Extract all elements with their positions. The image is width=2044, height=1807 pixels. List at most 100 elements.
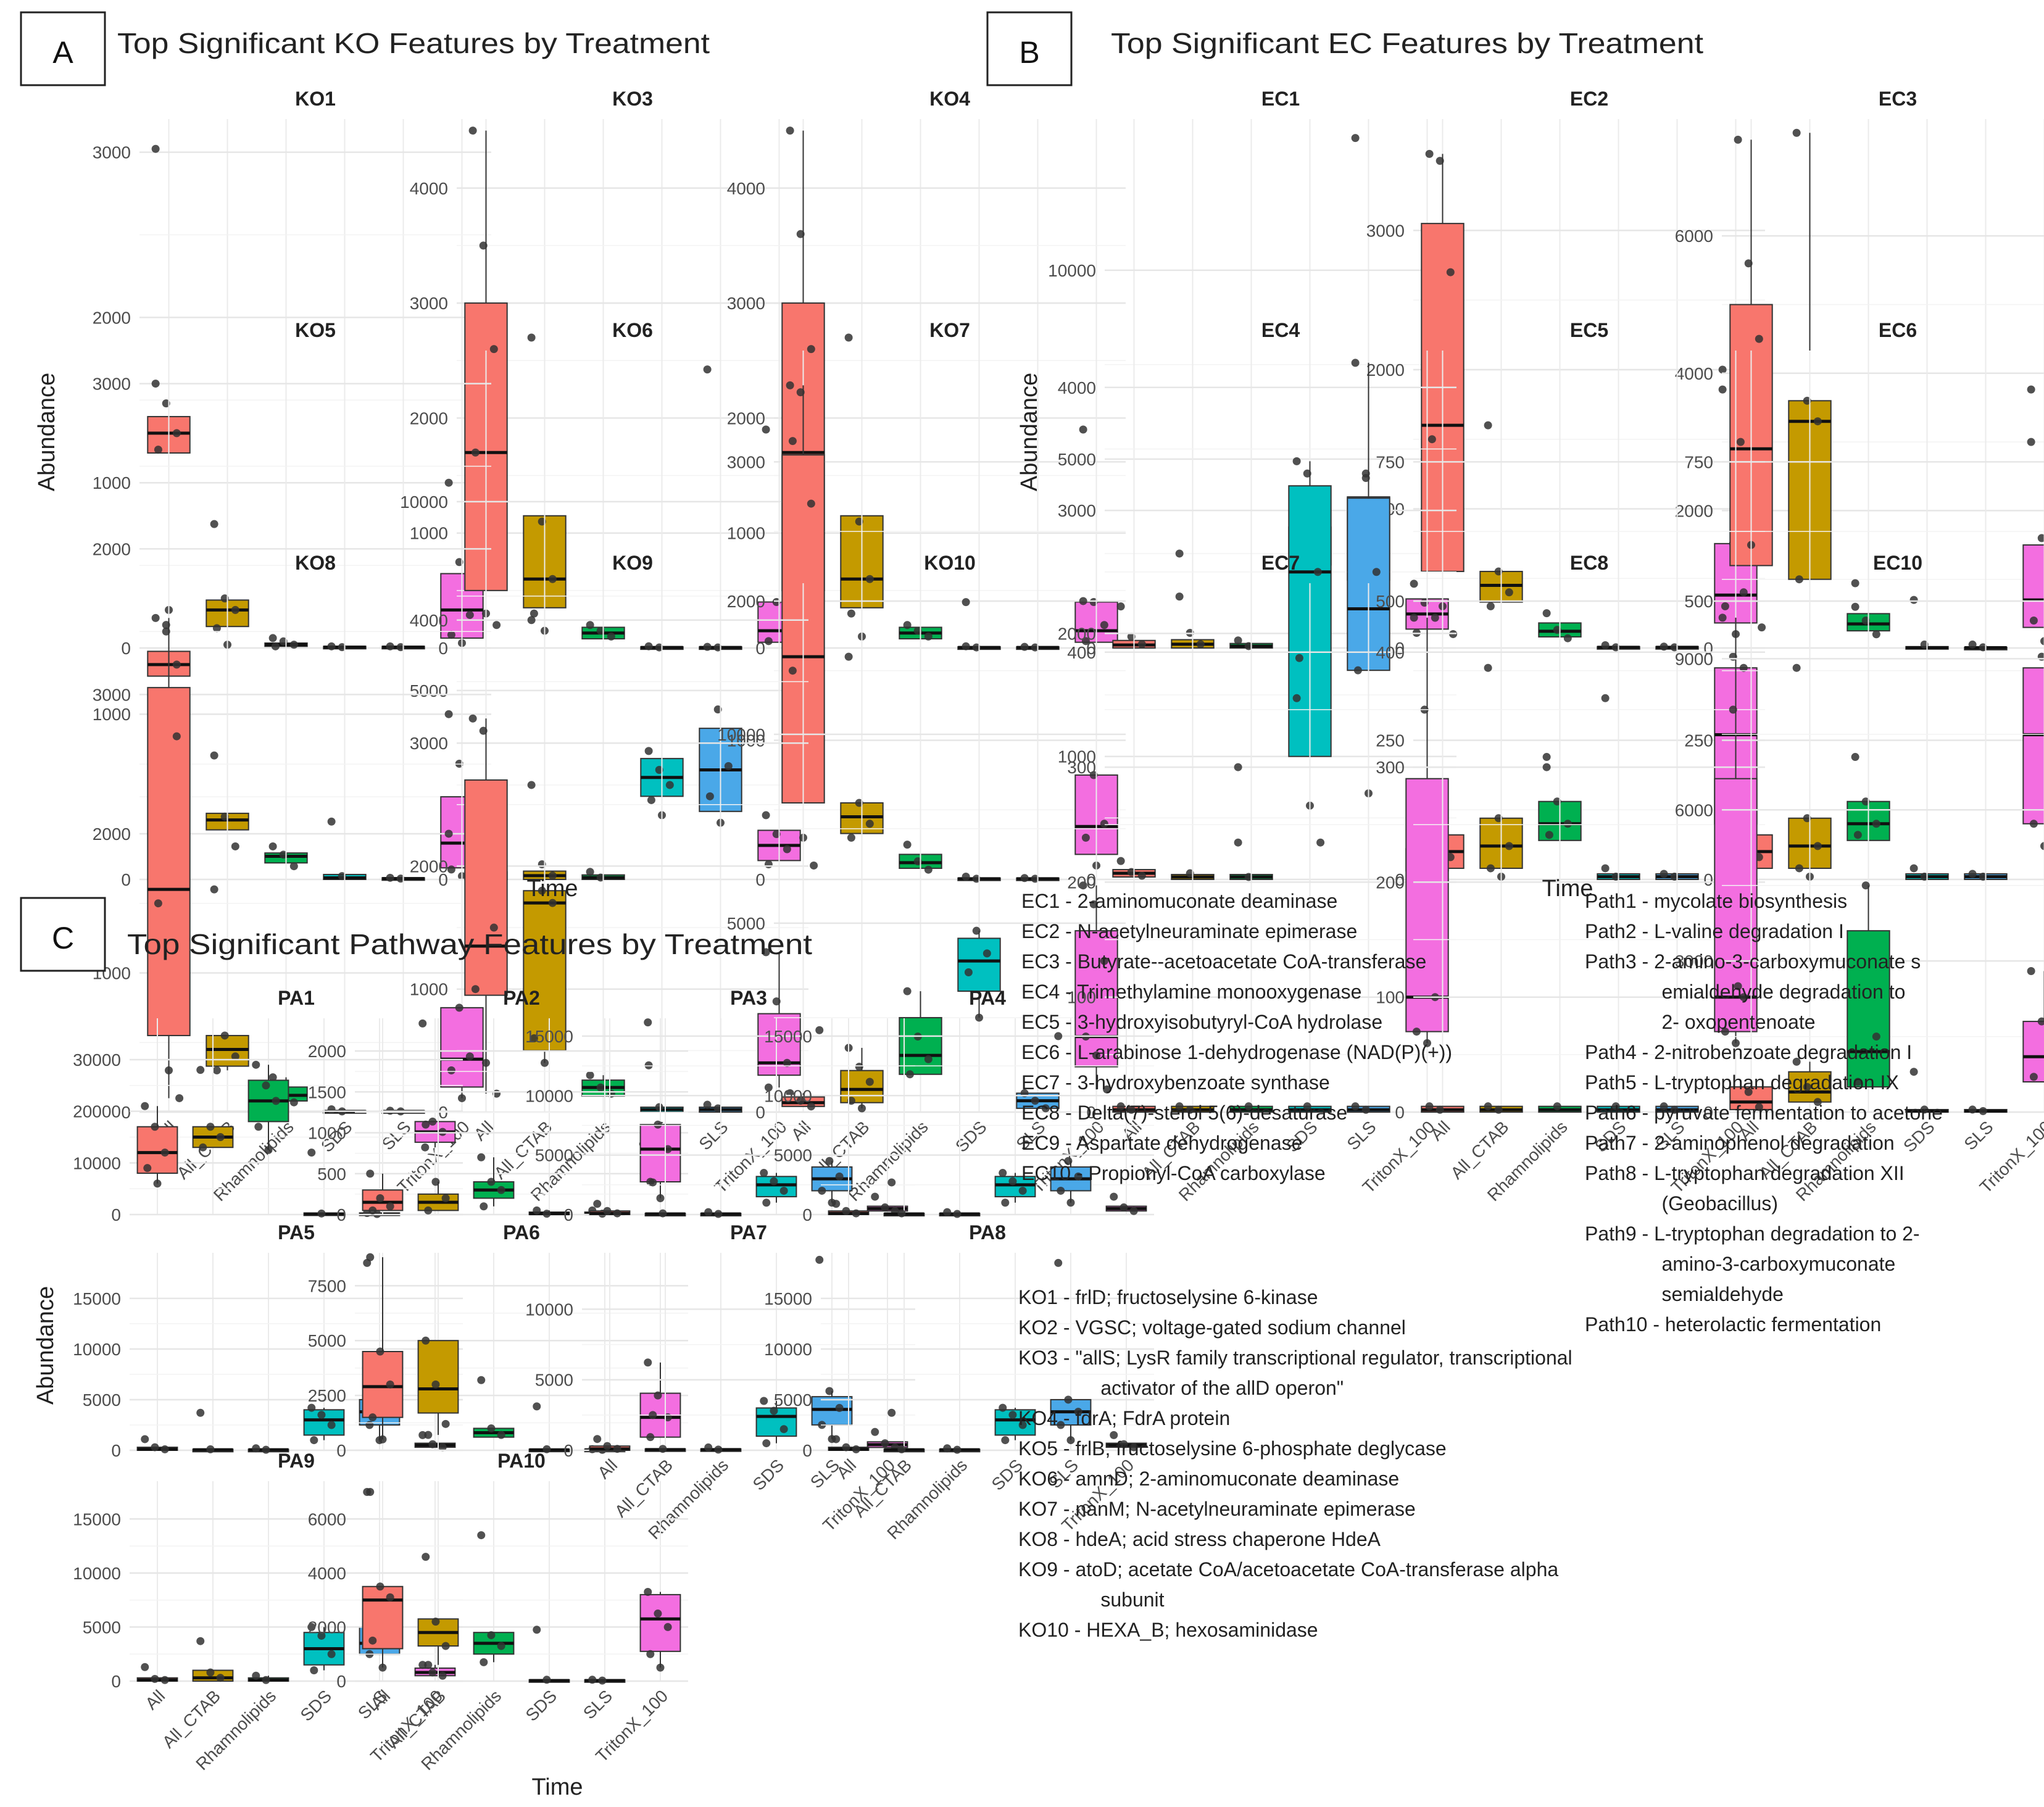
facet-title: PA8 <box>969 1221 1006 1244</box>
data-point <box>887 1178 896 1187</box>
data-point <box>378 1663 387 1672</box>
data-point <box>471 985 480 994</box>
y-tick-label: 400 <box>1376 643 1405 662</box>
data-point <box>779 1186 788 1195</box>
data-point <box>338 872 346 881</box>
x-tick-label: SLS <box>1960 1117 1996 1153</box>
y-tick-label: 2000 <box>727 592 765 611</box>
path-legend-item: Path2 - L-valine degradation I <box>1585 920 1844 942</box>
panel-box-C <box>20 897 106 972</box>
box-All_CTAB <box>417 1340 459 1414</box>
data-point <box>482 1058 490 1067</box>
data-point <box>649 1178 657 1187</box>
ko-legend-item: KO1 - frlD; fructoselysine 6-kinase <box>1018 1286 1318 1308</box>
facet-title: EC5 <box>1570 319 1608 341</box>
data-point <box>548 899 557 907</box>
data-point <box>760 1169 768 1178</box>
y-tick-label: 1000 <box>93 705 131 724</box>
facet-title: KO9 <box>612 552 653 574</box>
data-point <box>1744 259 1753 268</box>
data-point <box>1729 705 1737 714</box>
data-point <box>143 1164 152 1173</box>
y-tick-label: 10000 <box>525 1086 573 1105</box>
data-point <box>1739 588 1748 597</box>
data-point <box>327 1105 336 1113</box>
data-point <box>1670 872 1679 881</box>
data-point <box>386 1380 394 1389</box>
y-tick-label: 6000 <box>1675 800 1713 820</box>
facet-title: EC4 <box>1261 319 1300 341</box>
data-point <box>962 642 970 650</box>
ko-legend-item: KO3 - "allS; LysR family transcriptional… <box>1018 1347 1572 1369</box>
data-point <box>865 820 874 828</box>
data-point <box>421 1143 430 1152</box>
y-tick-label: 750 <box>1684 452 1713 471</box>
data-point <box>1670 1105 1679 1114</box>
data-point <box>1755 1103 1763 1111</box>
data-point <box>770 1177 778 1186</box>
data-point <box>196 1408 205 1417</box>
y-axis-label: Abundance <box>33 1286 59 1405</box>
data-point <box>1909 596 1918 604</box>
ec-legend: EC1 - 2-aminomuconate deaminase EC2 - N-a… <box>1021 886 1452 1189</box>
y-tick-label: 0 <box>802 1441 812 1460</box>
data-point <box>972 874 981 883</box>
data-point <box>477 1376 486 1384</box>
x-tick-label: SDS <box>952 1117 991 1156</box>
y-tick-label: 300 <box>1376 758 1405 777</box>
data-point <box>386 1202 394 1211</box>
data-point <box>825 1387 834 1395</box>
data-point <box>210 520 218 528</box>
y-tick-label: 4000 <box>1058 378 1096 397</box>
path-legend-item: Path9 - L-tryptophan degradation to 2- <box>1585 1223 1920 1245</box>
data-point <box>1041 1104 1050 1113</box>
data-point <box>1110 1192 1118 1201</box>
data-point <box>530 1034 538 1042</box>
data-point <box>847 1097 855 1105</box>
data-point <box>1494 1105 1503 1114</box>
ko-legend-item: KO8 - hdeA; acid stress chaperone HdeA <box>1018 1528 1381 1550</box>
box-TritonX_100 <box>639 1124 681 1182</box>
data-point <box>210 885 218 894</box>
data-point <box>422 1120 430 1129</box>
chart-ko8: 0100020003000KO8AllAll_CTABRhamnolipidsS… <box>93 552 491 1205</box>
data-point <box>1484 421 1492 430</box>
panel-title-C: Top Significant Pathway Features by Trea… <box>127 928 812 960</box>
data-point <box>810 861 818 870</box>
data-point <box>1127 1105 1136 1114</box>
y-tick-label: 15000 <box>764 1027 812 1046</box>
data-point <box>999 1169 1007 1178</box>
data-point <box>852 1445 860 1453</box>
path-legend-item: Path5 - L-tryptophan degradation IX <box>1585 1071 1899 1094</box>
y-tick-label: 2000 <box>410 409 448 428</box>
data-point <box>1186 869 1194 878</box>
y-tick-label: 0 <box>1086 639 1096 658</box>
data-point <box>788 437 797 446</box>
data-point <box>1851 579 1859 588</box>
ec-legend-item: EC1 - 2-aminomuconate deaminase <box>1021 890 1338 912</box>
y-tick-label: 100 <box>1067 988 1096 1007</box>
data-point <box>1795 864 1803 873</box>
data-point <box>779 1425 788 1434</box>
data-point <box>972 643 981 652</box>
data-point <box>762 1198 771 1207</box>
panel-title-B: Top Significant EC Features by Treatment <box>1111 27 1703 59</box>
panel-letter-A: A <box>52 35 73 70</box>
facet-title: KO1 <box>295 88 336 110</box>
data-point <box>1553 626 1561 634</box>
data-point <box>844 652 853 661</box>
ko-legend-item: KO7 - nanM; N-acetylneuraminate epimeras… <box>1018 1498 1416 1520</box>
facet-title: KO3 <box>612 88 653 110</box>
facet-title: PA9 <box>278 1450 315 1472</box>
facet-title: PA1 <box>278 987 315 1009</box>
y-tick-label: 9000 <box>1675 649 1713 668</box>
data-point <box>613 1209 621 1218</box>
data-point <box>533 1626 541 1634</box>
y-tick-label: 0 <box>1703 639 1713 658</box>
data-point <box>783 845 791 854</box>
data-point <box>783 1058 791 1067</box>
data-point <box>903 987 912 995</box>
data-point <box>772 830 781 839</box>
y-tick-label: 2000 <box>93 825 131 844</box>
data-point <box>317 1209 326 1218</box>
